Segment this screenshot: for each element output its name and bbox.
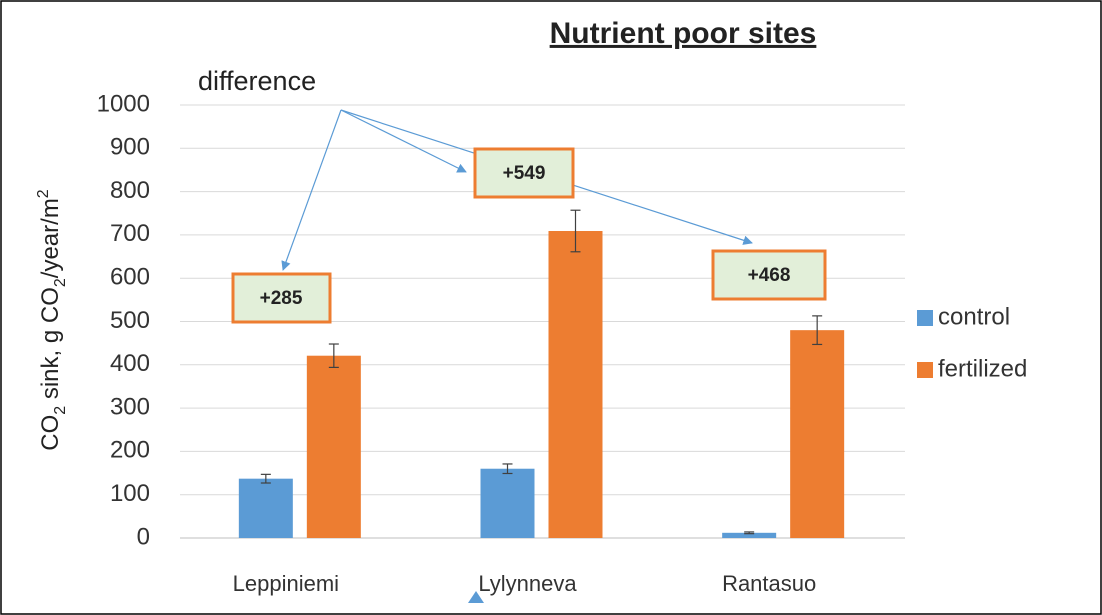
svg-text:+549: +549 bbox=[503, 163, 546, 184]
difference-box: +549 bbox=[473, 147, 575, 199]
svg-text:+285: +285 bbox=[260, 288, 303, 309]
y-tick-label: 800 bbox=[110, 177, 150, 204]
y-tick-label: 1000 bbox=[97, 90, 150, 117]
y-tick-label: 900 bbox=[110, 134, 150, 161]
error-bar bbox=[570, 209, 581, 253]
error-bar bbox=[812, 315, 823, 346]
bars bbox=[238, 209, 845, 539]
y-tick-label: 400 bbox=[110, 350, 150, 377]
bar bbox=[548, 231, 603, 539]
error-bar bbox=[260, 473, 271, 484]
cursor-marker bbox=[468, 591, 484, 603]
x-tick-label: Rantasuo bbox=[722, 571, 816, 596]
legend-swatch bbox=[917, 310, 933, 326]
y-tick-label: 500 bbox=[110, 307, 150, 334]
svg-text:+468: +468 bbox=[748, 265, 791, 286]
legend-label: control bbox=[938, 303, 1010, 330]
y-axis-label: CO2 sink, g CO2/year/m2 bbox=[35, 189, 69, 451]
difference-box: +285 bbox=[231, 272, 332, 324]
y-tick-label: 100 bbox=[110, 480, 150, 507]
y-tick-label: 200 bbox=[110, 437, 150, 464]
legend-swatch bbox=[917, 362, 933, 378]
legend-label: fertilized bbox=[938, 355, 1027, 382]
difference-box: +468 bbox=[711, 249, 827, 301]
y-tick-label: 0 bbox=[137, 523, 150, 550]
error-bar bbox=[502, 463, 513, 475]
y-tick-label: 700 bbox=[110, 220, 150, 247]
x-tick-label: Lylynneva bbox=[478, 571, 577, 596]
error-bar bbox=[328, 343, 339, 368]
bar bbox=[722, 532, 777, 538]
chart-title: Nutrient poor sites bbox=[550, 17, 817, 50]
y-tick-label: 300 bbox=[110, 393, 150, 420]
bar bbox=[238, 478, 293, 538]
bar bbox=[306, 355, 361, 538]
error-bar bbox=[744, 531, 755, 535]
annotation-text: difference bbox=[198, 66, 316, 96]
y-tick-label: 600 bbox=[110, 264, 150, 291]
bar bbox=[790, 330, 845, 538]
x-tick-label: Leppiniemi bbox=[233, 571, 339, 596]
bar bbox=[480, 468, 535, 538]
